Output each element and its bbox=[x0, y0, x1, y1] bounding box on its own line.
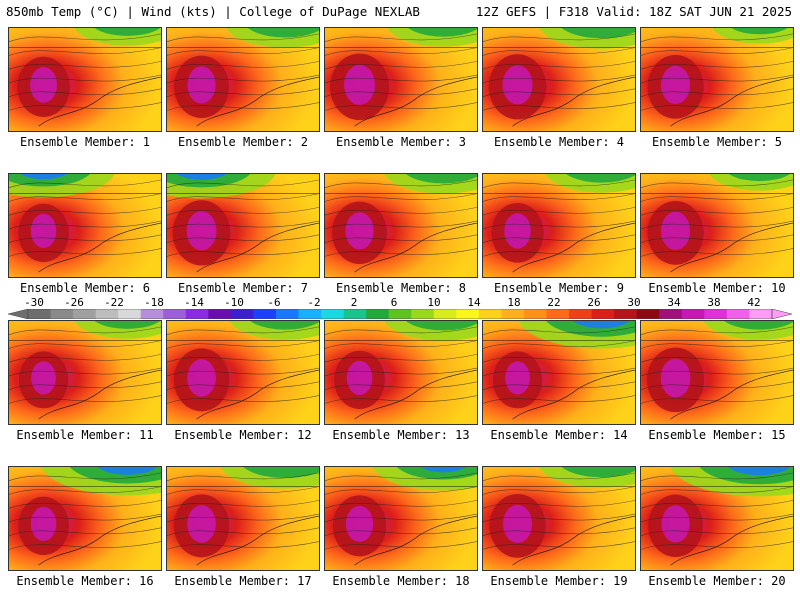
colorbar-tick-label: 10 bbox=[427, 296, 441, 309]
ensemble-member-map bbox=[324, 466, 478, 571]
ensemble-member-label: Ensemble Member: 7 bbox=[177, 281, 309, 295]
colorbar-swatch bbox=[726, 309, 750, 319]
ensemble-member-label: Ensemble Member: 8 bbox=[335, 281, 467, 295]
colorbar-tick-label: 14 bbox=[467, 296, 481, 309]
colorbar-tick-label: -30 bbox=[24, 296, 44, 309]
colorbar-swatch bbox=[704, 309, 728, 319]
ensemble-member-label: Ensemble Member: 14 bbox=[490, 428, 628, 442]
colorbar-swatch bbox=[298, 309, 322, 319]
colorbar-tick-label: -14 bbox=[184, 296, 204, 309]
colorbar-swatch bbox=[501, 309, 525, 319]
ensemble-member-map bbox=[640, 27, 794, 132]
temperature-colorbar bbox=[8, 309, 792, 319]
colorbar-swatch bbox=[524, 309, 548, 319]
ensemble-member-map bbox=[324, 27, 478, 132]
colorbar-swatch bbox=[681, 309, 705, 319]
colorbar-tick-label: 2 bbox=[350, 296, 358, 309]
ensemble-member-map bbox=[324, 320, 478, 425]
colorbar-tick-label: 26 bbox=[587, 296, 601, 309]
colorbar-swatch bbox=[411, 309, 435, 319]
ensemble-member-label: Ensemble Member: 20 bbox=[648, 574, 786, 588]
colorbar-swatch bbox=[140, 309, 164, 319]
ensemble-member-label: Ensemble Member: 12 bbox=[174, 428, 312, 442]
colorbar-swatch bbox=[163, 309, 187, 319]
colorbar-swatch bbox=[230, 309, 254, 319]
ensemble-member-map bbox=[482, 320, 636, 425]
ensemble-member-label: Ensemble Member: 11 bbox=[16, 428, 154, 442]
ensemble-member-label: Ensemble Member: 10 bbox=[648, 281, 786, 295]
ensemble-member-label: Ensemble Member: 18 bbox=[332, 574, 470, 588]
colorbar-tick-label: -10 bbox=[224, 296, 244, 309]
ensemble-member-label: Ensemble Member: 9 bbox=[493, 281, 625, 295]
ensemble-member-map bbox=[640, 173, 794, 278]
colorbar-tick-label: 38 bbox=[707, 296, 721, 309]
ensemble-member-label: Ensemble Member: 1 bbox=[19, 135, 151, 149]
ensemble-member-map bbox=[166, 320, 320, 425]
header-title: 850mb Temp (°C) | Wind (kts) | College o… bbox=[6, 4, 420, 19]
ensemble-member-map bbox=[482, 27, 636, 132]
colorbar-swatch bbox=[321, 309, 345, 319]
ensemble-member-label: Ensemble Member: 3 bbox=[335, 135, 467, 149]
ensemble-member-label: Ensemble Member: 17 bbox=[174, 574, 312, 588]
ensemble-member-map bbox=[8, 173, 162, 278]
ensemble-member-map bbox=[166, 173, 320, 278]
colorbar-tick-label: 18 bbox=[507, 296, 521, 309]
colorbar-swatch bbox=[659, 309, 683, 319]
colorbar-swatch bbox=[343, 309, 367, 319]
colorbar-tick-label: 22 bbox=[547, 296, 561, 309]
colorbar-swatch bbox=[546, 309, 570, 319]
ensemble-member-map bbox=[166, 27, 320, 132]
header-valid-time: 12Z GEFS | F318 Valid: 18Z SAT JUN 21 20… bbox=[475, 4, 792, 19]
ensemble-member-label: Ensemble Member: 13 bbox=[332, 428, 470, 442]
ensemble-member-map bbox=[8, 27, 162, 132]
ensemble-member-label: Ensemble Member: 19 bbox=[490, 574, 628, 588]
ensemble-member-label: Ensemble Member: 4 bbox=[493, 135, 625, 149]
colorbar-swatch bbox=[276, 309, 300, 319]
ensemble-member-map bbox=[640, 320, 794, 425]
colorbar-tick-label: 42 bbox=[747, 296, 761, 309]
ensemble-member-map bbox=[482, 173, 636, 278]
colorbar-swatch bbox=[28, 309, 52, 319]
colorbar-swatch bbox=[95, 309, 119, 319]
colorbar-swatch bbox=[614, 309, 638, 319]
colorbar-swatch bbox=[185, 309, 209, 319]
colorbar-swatch bbox=[388, 309, 412, 319]
ensemble-member-label: Ensemble Member: 15 bbox=[648, 428, 786, 442]
ensemble-member-map bbox=[482, 466, 636, 571]
colorbar-tick-label: 6 bbox=[390, 296, 398, 309]
ensemble-member-map bbox=[8, 466, 162, 571]
colorbar-swatch bbox=[478, 309, 502, 319]
colorbar-left-arrow bbox=[8, 309, 29, 319]
colorbar-tick-label: -2 bbox=[307, 296, 321, 309]
colorbar-tick-label: 34 bbox=[667, 296, 681, 309]
colorbar-tick-label: -22 bbox=[104, 296, 124, 309]
colorbar-right-arrow bbox=[771, 309, 792, 319]
colorbar-tick-label: -26 bbox=[64, 296, 84, 309]
colorbar-swatch bbox=[366, 309, 390, 319]
colorbar-tick-label: -18 bbox=[144, 296, 164, 309]
colorbar-swatch bbox=[253, 309, 277, 319]
colorbar-swatch bbox=[50, 309, 74, 319]
ensemble-member-label: Ensemble Member: 16 bbox=[16, 574, 154, 588]
colorbar-swatch bbox=[433, 309, 457, 319]
ensemble-member-map bbox=[8, 320, 162, 425]
colorbar-tick-label: -6 bbox=[267, 296, 281, 309]
ensemble-member-map bbox=[324, 173, 478, 278]
colorbar-swatch bbox=[636, 309, 660, 319]
colorbar-swatch bbox=[569, 309, 593, 319]
colorbar-tick-label: 30 bbox=[627, 296, 641, 309]
colorbar-swatch bbox=[749, 309, 773, 319]
ensemble-member-map bbox=[166, 466, 320, 571]
colorbar-swatch bbox=[456, 309, 480, 319]
ensemble-member-label: Ensemble Member: 6 bbox=[19, 281, 151, 295]
ensemble-member-label: Ensemble Member: 2 bbox=[177, 135, 309, 149]
colorbar-swatch bbox=[208, 309, 232, 319]
ensemble-member-label: Ensemble Member: 5 bbox=[651, 135, 783, 149]
ensemble-member-map bbox=[640, 466, 794, 571]
colorbar-swatch bbox=[591, 309, 615, 319]
colorbar-swatch bbox=[73, 309, 97, 319]
colorbar-swatch bbox=[118, 309, 142, 319]
